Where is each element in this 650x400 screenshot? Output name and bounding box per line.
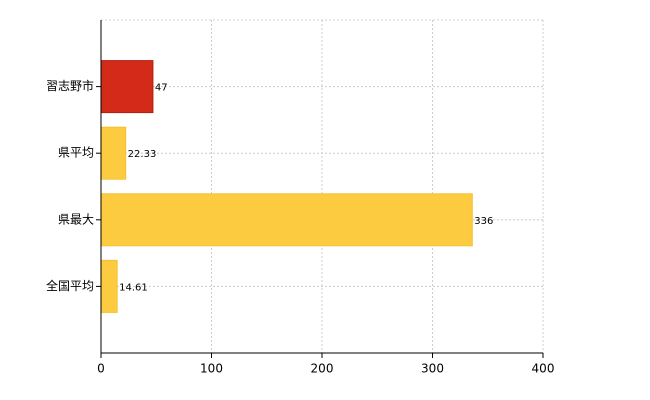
- value-label: 47: [155, 83, 168, 94]
- value-label: 336: [474, 216, 493, 227]
- y-tick-label: 習志野市: [46, 78, 94, 93]
- x-tick-label: 0: [97, 362, 105, 376]
- y-tick-label: 県平均: [58, 146, 94, 160]
- bar: [100, 193, 473, 247]
- bar: [100, 126, 127, 180]
- x-tick-label: 100: [200, 362, 223, 376]
- y-tick-label: 県最大: [58, 212, 94, 226]
- bar: [100, 259, 118, 313]
- bar: [100, 60, 154, 114]
- x-tick-label: 200: [311, 362, 334, 376]
- y-tick-label: 全国平均: [46, 278, 94, 293]
- x-tick-label: 300: [421, 362, 444, 376]
- value-label: 22.33: [128, 149, 157, 160]
- value-label: 14.61: [119, 282, 148, 293]
- x-tick-label: 400: [532, 362, 555, 376]
